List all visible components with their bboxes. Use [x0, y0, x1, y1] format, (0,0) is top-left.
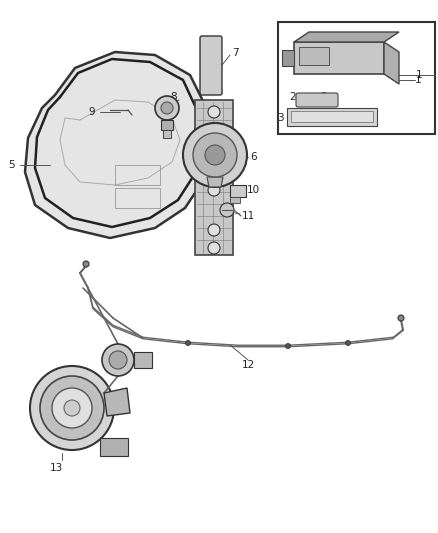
Circle shape [155, 96, 179, 120]
Bar [230, 197, 240, 203]
Circle shape [205, 145, 225, 165]
Text: 5: 5 [8, 160, 14, 170]
Text: 2: 2 [290, 92, 296, 102]
Polygon shape [207, 177, 223, 187]
Circle shape [346, 341, 350, 345]
Circle shape [208, 184, 220, 196]
Text: 9: 9 [88, 107, 95, 117]
Circle shape [208, 106, 220, 118]
Circle shape [286, 343, 290, 349]
Bar [161, 120, 173, 130]
Circle shape [183, 123, 247, 187]
Bar [299, 47, 329, 65]
Polygon shape [384, 42, 399, 84]
Circle shape [40, 376, 104, 440]
Text: 7: 7 [232, 48, 239, 58]
Polygon shape [104, 388, 130, 416]
Text: 1: 1 [416, 70, 423, 80]
Circle shape [64, 400, 80, 416]
Text: 14: 14 [140, 360, 153, 370]
Circle shape [30, 366, 114, 450]
Circle shape [109, 351, 127, 369]
Text: 2: 2 [320, 92, 327, 102]
Circle shape [52, 388, 92, 428]
Circle shape [220, 203, 234, 217]
Text: 10: 10 [247, 185, 260, 195]
Circle shape [208, 144, 220, 156]
Polygon shape [25, 52, 210, 238]
Text: 13: 13 [50, 463, 63, 473]
Text: 6: 6 [250, 152, 257, 162]
Bar [115, 165, 160, 185]
Text: 11: 11 [242, 211, 255, 221]
Bar [100, 438, 128, 456]
Circle shape [83, 261, 89, 267]
Polygon shape [294, 42, 384, 74]
Bar [163, 130, 171, 138]
Circle shape [398, 315, 404, 321]
Text: 3: 3 [305, 117, 311, 127]
Bar [115, 188, 160, 208]
Circle shape [161, 102, 173, 114]
Bar [230, 185, 246, 197]
FancyBboxPatch shape [296, 93, 338, 107]
Bar [282, 50, 294, 66]
Bar [195, 100, 233, 255]
FancyBboxPatch shape [200, 36, 222, 95]
Bar [134, 352, 152, 368]
Text: 3: 3 [277, 113, 284, 123]
Circle shape [208, 242, 220, 254]
Circle shape [102, 344, 134, 376]
Text: 8: 8 [170, 92, 177, 102]
Circle shape [208, 224, 220, 236]
Bar [278, 22, 435, 134]
Text: 1: 1 [415, 75, 422, 85]
Circle shape [186, 341, 191, 345]
Bar [287, 108, 377, 126]
Text: 12: 12 [242, 360, 255, 370]
Bar [291, 111, 373, 122]
Circle shape [193, 133, 237, 177]
Polygon shape [294, 32, 399, 42]
